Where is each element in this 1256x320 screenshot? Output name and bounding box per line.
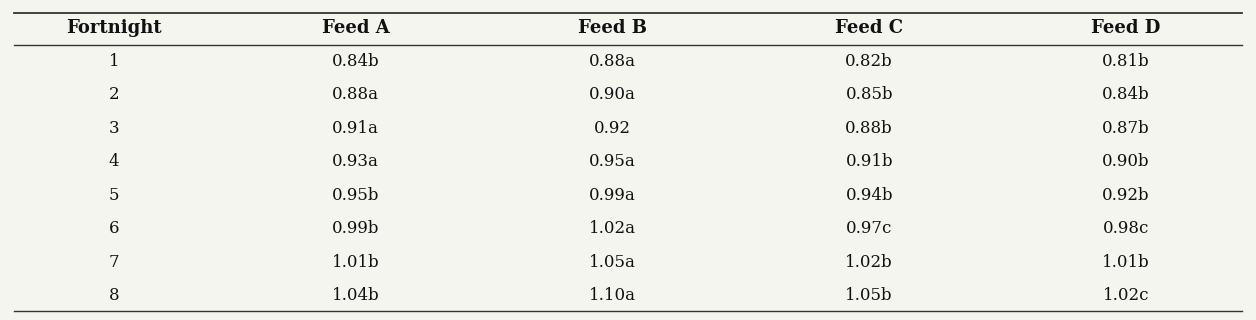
Text: 1: 1 bbox=[109, 52, 119, 70]
Text: 3: 3 bbox=[109, 120, 119, 137]
Text: 0.97c: 0.97c bbox=[847, 220, 893, 237]
Text: 1.02b: 1.02b bbox=[845, 253, 893, 270]
Text: 8: 8 bbox=[109, 287, 119, 304]
Text: 0.95a: 0.95a bbox=[589, 153, 636, 170]
Text: 0.92: 0.92 bbox=[594, 120, 631, 137]
Text: 2: 2 bbox=[109, 86, 119, 103]
Text: 0.82b: 0.82b bbox=[845, 52, 893, 70]
Text: 7: 7 bbox=[109, 253, 119, 270]
Text: 0.95b: 0.95b bbox=[332, 187, 379, 204]
Text: 0.88a: 0.88a bbox=[589, 52, 636, 70]
Text: Fortnight: Fortnight bbox=[67, 19, 162, 37]
Text: 0.91a: 0.91a bbox=[332, 120, 379, 137]
Text: 0.98c: 0.98c bbox=[1103, 220, 1149, 237]
Text: 0.81b: 0.81b bbox=[1103, 52, 1150, 70]
Text: 1.05a: 1.05a bbox=[589, 253, 636, 270]
Text: 6: 6 bbox=[109, 220, 119, 237]
Text: Feed B: Feed B bbox=[578, 19, 647, 37]
Text: 5: 5 bbox=[109, 187, 119, 204]
Text: 4: 4 bbox=[109, 153, 119, 170]
Text: 0.88b: 0.88b bbox=[845, 120, 893, 137]
Text: 0.93a: 0.93a bbox=[332, 153, 379, 170]
Text: Feed C: Feed C bbox=[835, 19, 903, 37]
Text: 0.94b: 0.94b bbox=[845, 187, 893, 204]
Text: 1.02a: 1.02a bbox=[589, 220, 636, 237]
Text: 0.88a: 0.88a bbox=[332, 86, 379, 103]
Text: 1.04b: 1.04b bbox=[332, 287, 379, 304]
Text: 1.01b: 1.01b bbox=[332, 253, 379, 270]
Text: 0.92b: 0.92b bbox=[1103, 187, 1150, 204]
Text: 1.02c: 1.02c bbox=[1103, 287, 1149, 304]
Text: Feed A: Feed A bbox=[322, 19, 389, 37]
Text: 0.84b: 0.84b bbox=[332, 52, 379, 70]
Text: 0.99a: 0.99a bbox=[589, 187, 636, 204]
Text: 0.85b: 0.85b bbox=[845, 86, 893, 103]
Text: 0.90a: 0.90a bbox=[589, 86, 636, 103]
Text: 1.01b: 1.01b bbox=[1103, 253, 1150, 270]
Text: 1.05b: 1.05b bbox=[845, 287, 893, 304]
Text: 0.99b: 0.99b bbox=[332, 220, 379, 237]
Text: Feed D: Feed D bbox=[1091, 19, 1161, 37]
Text: 0.87b: 0.87b bbox=[1103, 120, 1150, 137]
Text: 0.91b: 0.91b bbox=[845, 153, 893, 170]
Text: 0.90b: 0.90b bbox=[1103, 153, 1150, 170]
Text: 0.84b: 0.84b bbox=[1103, 86, 1150, 103]
Text: 1.10a: 1.10a bbox=[589, 287, 636, 304]
